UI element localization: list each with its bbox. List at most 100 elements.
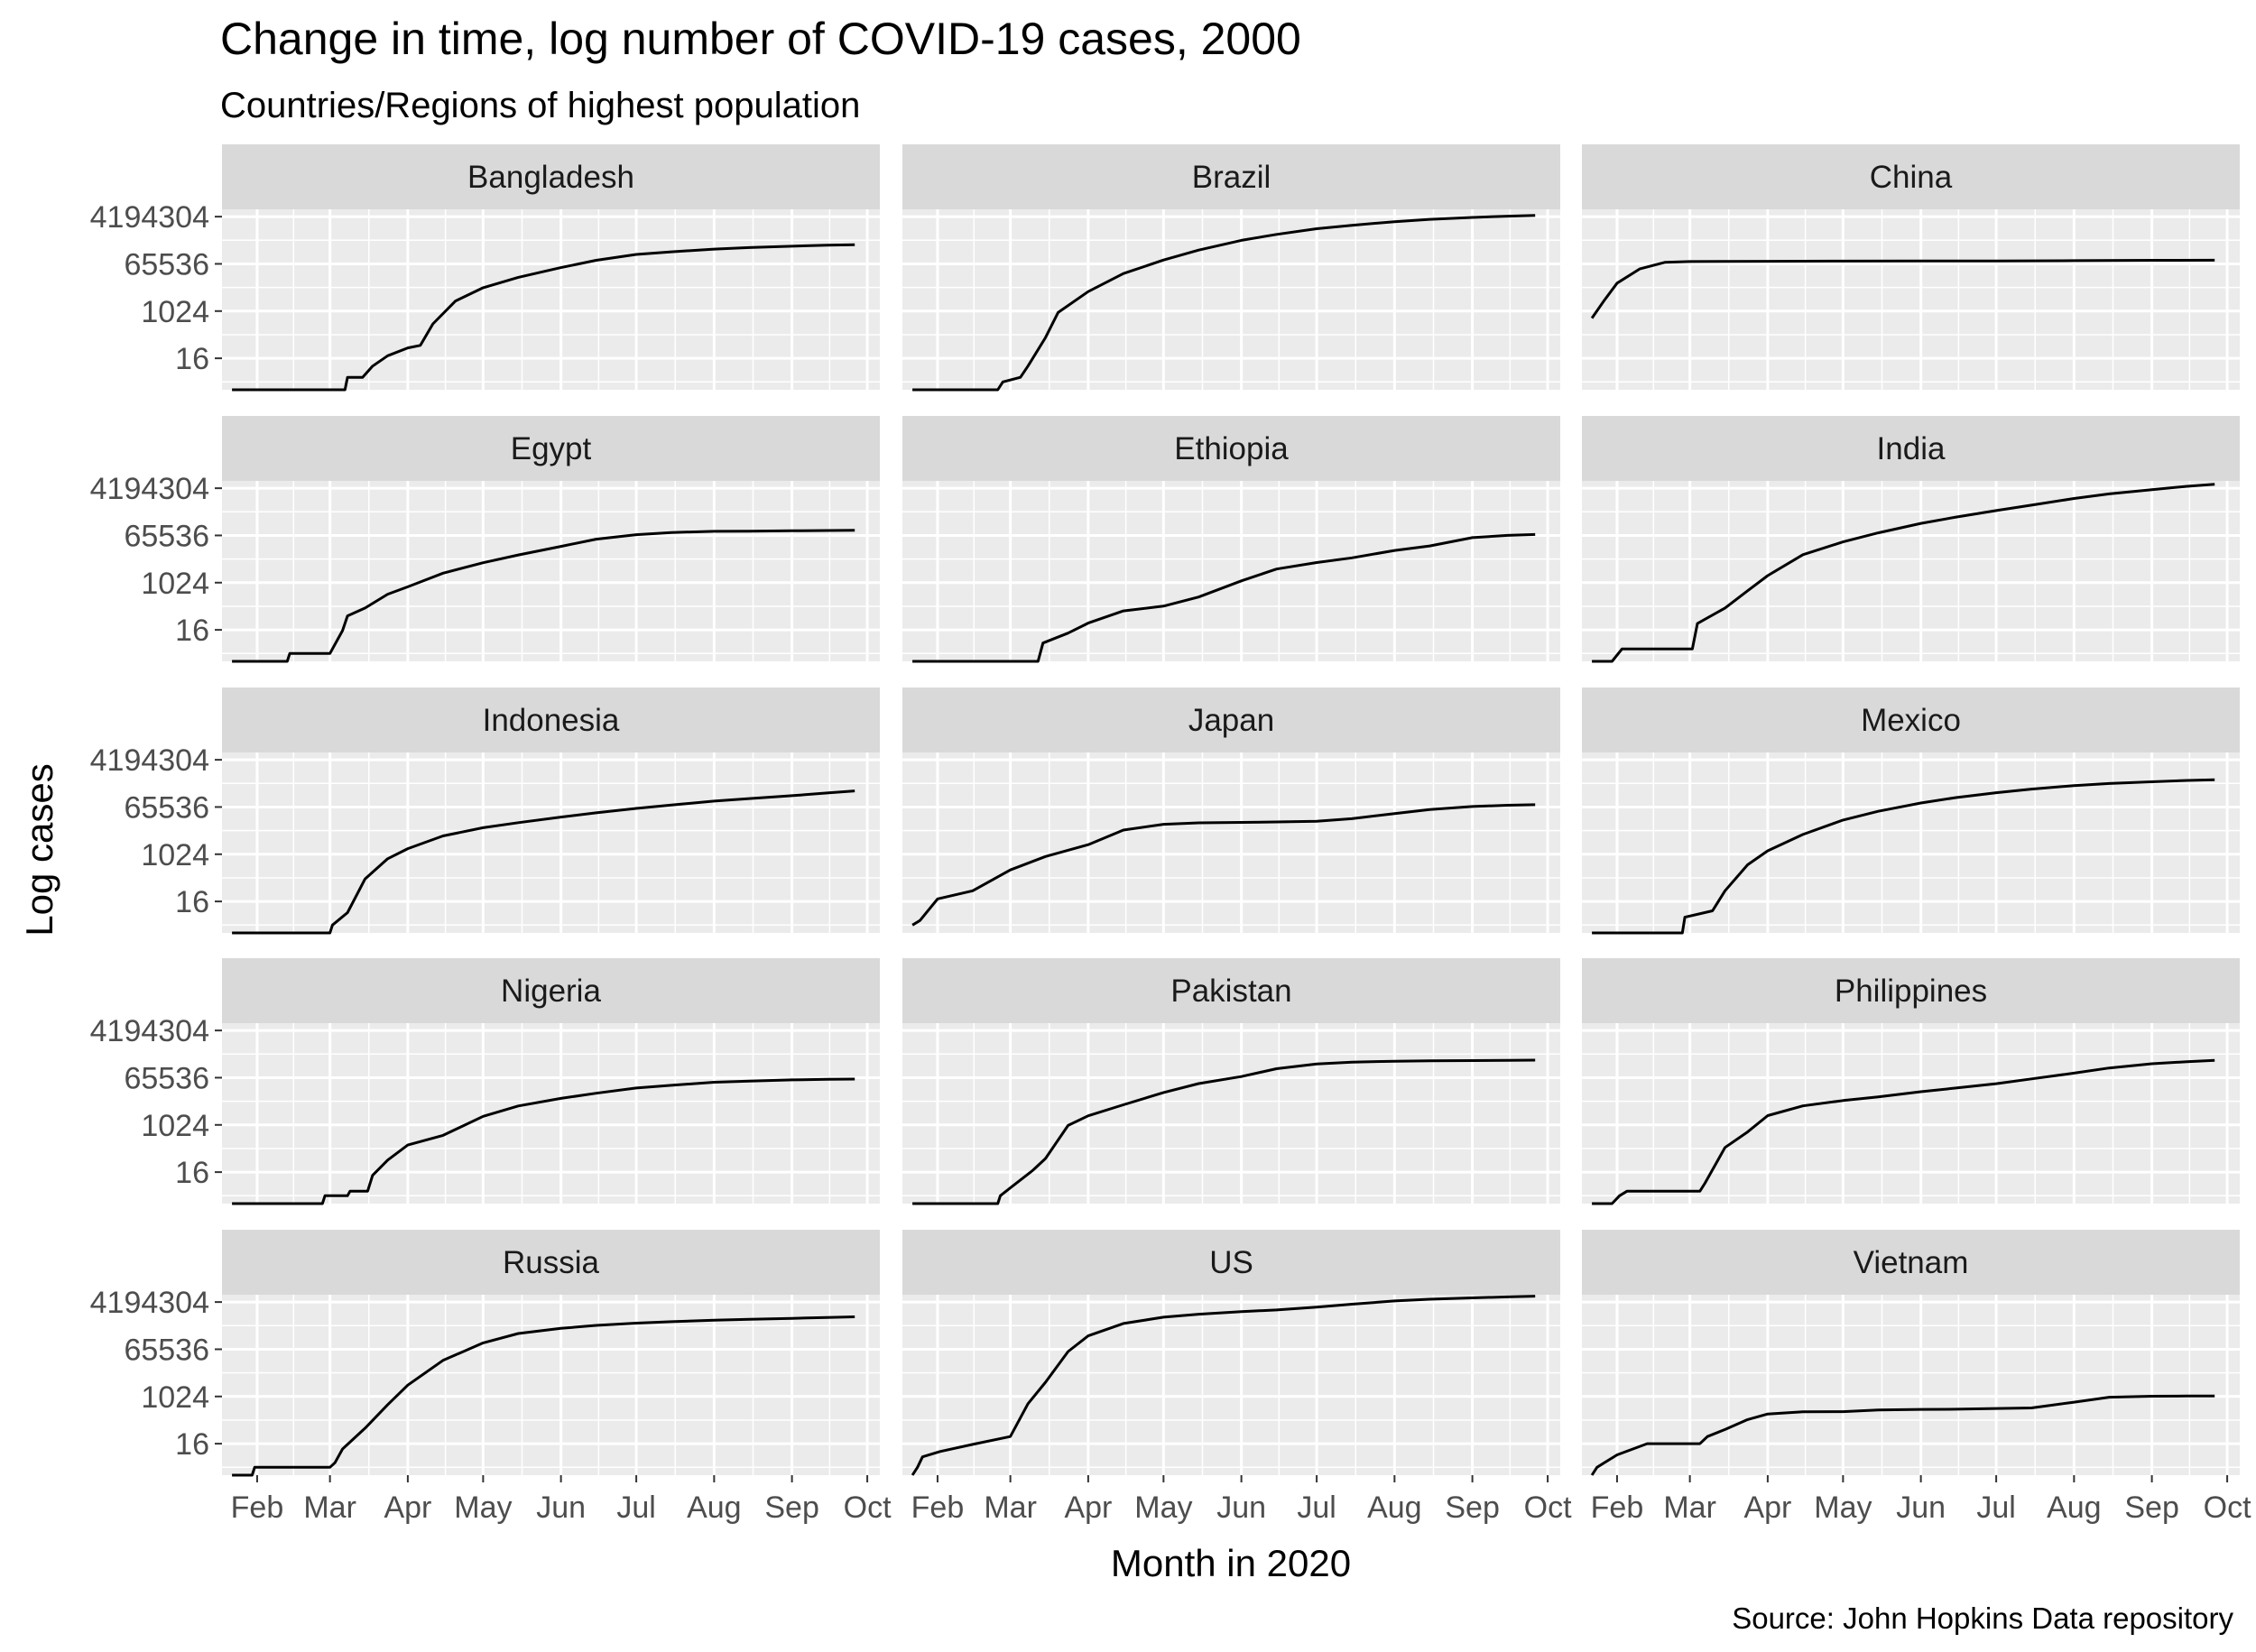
series-line-japan xyxy=(911,803,1536,927)
series-line-pakistan xyxy=(912,1058,1536,1205)
facet-vietnam: Vietnam xyxy=(1582,1230,2240,1476)
y-tick-label: 65536 xyxy=(124,247,209,281)
x-tick-label: Apr xyxy=(1743,1490,1791,1525)
chart-title: Change in time, log number of COVID-19 c… xyxy=(220,14,1301,64)
facet-strip xyxy=(902,1230,1560,1295)
facet-strip-label: China xyxy=(1870,160,1953,195)
facet-bangladesh: Bangladesh 16 1024 65536 4194304 xyxy=(90,144,880,392)
y-tick-label: 4194304 xyxy=(90,472,209,506)
facet-strip-label: Egypt xyxy=(511,431,592,466)
series-line-india xyxy=(1592,483,2215,663)
x-tick-label: Oct xyxy=(2204,1490,2251,1525)
x-tick-label: May xyxy=(454,1490,512,1525)
x-tick-label: May xyxy=(1814,1490,1872,1525)
x-tick-label: Mar xyxy=(303,1490,356,1525)
x-tick-label: Sep xyxy=(764,1490,819,1525)
facet-plot-background xyxy=(1582,1023,2240,1204)
facet-panels: Bangladesh 16 1024 65536 4194304 Brazil China E… xyxy=(90,144,2240,1477)
facet-strip xyxy=(222,958,880,1023)
facet-russia: Russia 16 1024 65536 4194304 xyxy=(90,1230,880,1477)
facet-strip xyxy=(1582,416,2240,481)
x-tick-label: Mar xyxy=(1663,1490,1716,1525)
facet-plot-background xyxy=(222,209,880,390)
facet-strip xyxy=(222,1230,880,1295)
facet-plot-background xyxy=(222,752,880,933)
facet-plot-background xyxy=(1582,209,2240,390)
x-tick-label: Mar xyxy=(984,1490,1037,1525)
facet-plot-background xyxy=(222,1295,880,1475)
facet-plot-background xyxy=(1582,1295,2240,1475)
x-tick-label: Feb xyxy=(1591,1490,1644,1525)
series-line-indonesia xyxy=(232,789,855,935)
facet-strip-label: Russia xyxy=(503,1245,600,1280)
y-axis-title: Log cases xyxy=(18,763,60,936)
series-line-vietnam xyxy=(1590,1394,2215,1476)
x-axis: Feb Mar Apr May Jun Jul Aug Sep Oct xyxy=(911,1475,1572,1525)
facet-plot-background xyxy=(222,1023,880,1204)
facet-strip xyxy=(902,144,1560,209)
facet-japan: Japan xyxy=(902,688,1560,933)
y-tick-label: 65536 xyxy=(124,1061,209,1095)
facet-strip xyxy=(222,416,880,481)
series-line-bangladesh xyxy=(232,243,855,392)
facet-plot-background xyxy=(1582,752,2240,933)
chart-caption: Source: John Hopkins Data repository xyxy=(1732,1601,2233,1635)
x-tick-label: Jun xyxy=(536,1490,586,1525)
facet-nigeria: Nigeria 16 1024 65536 4194304 xyxy=(90,958,880,1205)
facet-plot-background xyxy=(1582,481,2240,661)
y-tick-label: 65536 xyxy=(124,790,209,825)
series-line-brazil xyxy=(912,214,1536,392)
facet-egypt: Egypt 16 1024 65536 4194304 xyxy=(90,416,880,663)
facet-strip-label: Vietnam xyxy=(1854,1245,1969,1280)
facet-strip-label: India xyxy=(1877,431,1946,466)
facet-philippines: Philippines xyxy=(1582,958,2240,1205)
facet-china: China xyxy=(1582,144,2240,390)
facet-india: India xyxy=(1582,416,2240,663)
chart-subtitle: Countries/Regions of highest population xyxy=(220,86,860,125)
x-tick-label: Jun xyxy=(1216,1490,1266,1525)
x-tick-label: Oct xyxy=(844,1490,892,1525)
y-tick-label: 4194304 xyxy=(90,1014,209,1048)
y-tick-label: 65536 xyxy=(124,519,209,553)
y-tick-label: 1024 xyxy=(141,1109,209,1143)
facet-strip xyxy=(222,688,880,752)
facet-ethiopia: Ethiopia xyxy=(902,416,1560,663)
facet-strip-label: Brazil xyxy=(1192,160,1271,195)
series-line-egypt xyxy=(232,529,855,663)
facet-plot-background xyxy=(222,481,880,661)
x-tick-label: May xyxy=(1134,1490,1192,1525)
x-tick-label: Feb xyxy=(231,1490,284,1525)
x-tick-label: Jul xyxy=(616,1490,655,1525)
facet-strip-label: Indonesia xyxy=(483,703,620,738)
x-tick-label: Apr xyxy=(1064,1490,1112,1525)
series-line-china xyxy=(1590,258,2215,319)
facet-strip xyxy=(902,416,1560,481)
y-tick-label: 1024 xyxy=(141,567,209,601)
y-tick-label: 16 xyxy=(175,1427,209,1462)
x-tick-label: Aug xyxy=(1367,1490,1422,1525)
facet-us: US xyxy=(902,1230,1560,1476)
y-tick-label: 1024 xyxy=(141,295,209,329)
facet-plot-background xyxy=(902,1295,1560,1475)
x-axis: Feb Mar Apr May Jun Jul Aug Sep Oct xyxy=(231,1475,892,1525)
facet-plot-background xyxy=(902,209,1560,390)
x-tick-label: Feb xyxy=(911,1490,965,1525)
x-tick-label: Aug xyxy=(687,1490,742,1525)
facet-mexico: Mexico xyxy=(1582,688,2240,935)
y-tick-label: 65536 xyxy=(124,1333,209,1367)
y-tick-label: 16 xyxy=(175,342,209,376)
series-line-philippines xyxy=(1592,1058,2215,1205)
facet-strip-label: Nigeria xyxy=(501,974,601,1009)
series-line-mexico xyxy=(1592,778,2215,935)
facet-strip-label: Philippines xyxy=(1835,974,1987,1009)
series-line-ethiopia xyxy=(912,532,1536,663)
y-tick-label: 16 xyxy=(175,885,209,919)
facet-strip xyxy=(902,958,1560,1023)
facet-strip xyxy=(222,144,880,209)
series-line-us xyxy=(911,1295,1536,1476)
series-line-nigeria xyxy=(232,1077,855,1205)
facet-indonesia: Indonesia 16 1024 65536 4194304 xyxy=(90,688,880,935)
facet-strip xyxy=(902,688,1560,752)
y-tick-label: 4194304 xyxy=(90,743,209,778)
